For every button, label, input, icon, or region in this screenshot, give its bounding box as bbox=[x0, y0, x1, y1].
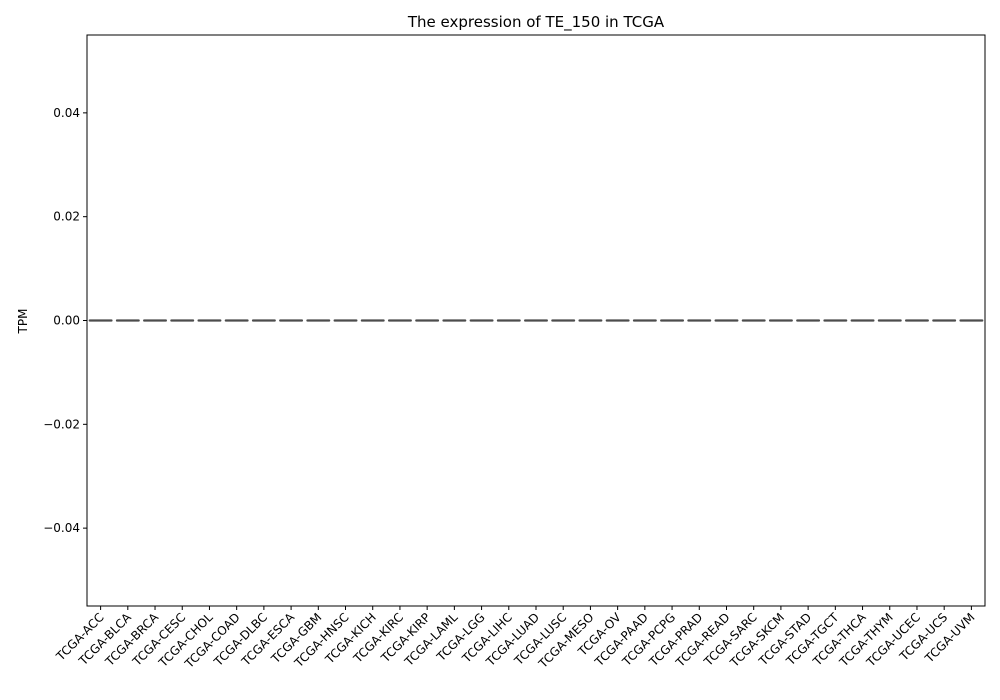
x-axis: TCGA-ACCTCGA-BLCATCGA-BRCATCGA-CESCTCGA-… bbox=[53, 606, 978, 671]
y-tick-label: 0.02 bbox=[53, 210, 80, 224]
chart-title: The expression of TE_150 in TCGA bbox=[407, 13, 665, 32]
y-axis: 0.04 0.02 0.00 −0.02 −0.04 bbox=[43, 106, 87, 535]
y-tick-label: 0.04 bbox=[53, 106, 80, 120]
y-tick-label: −0.02 bbox=[43, 417, 80, 431]
y-tick-label: 0.00 bbox=[53, 314, 80, 328]
plot-area-frame bbox=[86, 34, 986, 607]
y-axis-label: TPM bbox=[16, 309, 30, 335]
y-tick-label: −0.04 bbox=[43, 521, 80, 535]
